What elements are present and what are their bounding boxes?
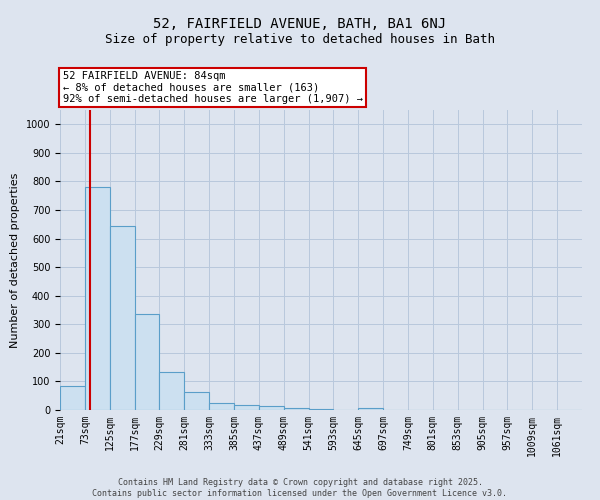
Bar <box>134 314 160 410</box>
Bar <box>60 386 85 410</box>
Bar <box>184 392 209 410</box>
Bar <box>358 408 383 410</box>
Text: 52, FAIRFIELD AVENUE, BATH, BA1 6NJ: 52, FAIRFIELD AVENUE, BATH, BA1 6NJ <box>154 18 446 32</box>
Text: 52 FAIRFIELD AVENUE: 84sqm
← 8% of detached houses are smaller (163)
92% of semi: 52 FAIRFIELD AVENUE: 84sqm ← 8% of detac… <box>62 71 362 104</box>
Bar <box>284 408 308 410</box>
Bar <box>85 187 110 410</box>
Bar <box>259 406 284 410</box>
Y-axis label: Number of detached properties: Number of detached properties <box>10 172 20 348</box>
Bar <box>160 372 184 410</box>
Bar <box>110 226 134 410</box>
Bar <box>308 408 334 410</box>
Bar <box>209 403 234 410</box>
Bar <box>234 405 259 410</box>
Text: Size of property relative to detached houses in Bath: Size of property relative to detached ho… <box>105 32 495 46</box>
Text: Contains HM Land Registry data © Crown copyright and database right 2025.
Contai: Contains HM Land Registry data © Crown c… <box>92 478 508 498</box>
